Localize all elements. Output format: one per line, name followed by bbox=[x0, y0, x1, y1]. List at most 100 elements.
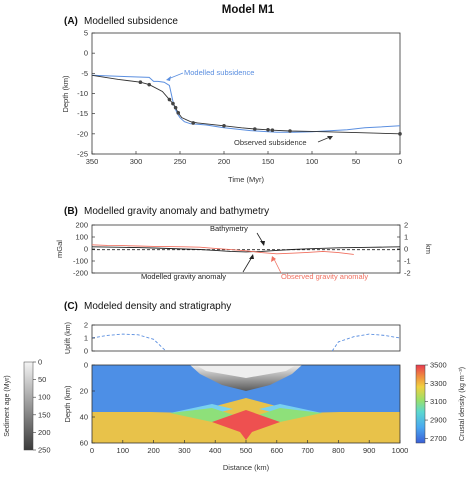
observed-subsidence-point bbox=[138, 80, 143, 85]
panel-a-xtick-label: 100 bbox=[306, 157, 319, 166]
panel-a-subsidence: (A) Modelled subsidence 350 300 250 200 150 1… bbox=[61, 16, 402, 184]
panel-b-y2tick-label: -1 bbox=[404, 257, 411, 266]
observed-subsidence-annotation: Observed subsidence bbox=[234, 138, 307, 147]
panel-b-ytick-label: 100 bbox=[75, 233, 88, 242]
density-colorbar-tick-label: 3100 bbox=[430, 397, 447, 406]
panel-a-plot-frame bbox=[91, 32, 401, 155]
panel-a-xtick-label: 150 bbox=[262, 157, 275, 166]
observed-subsidence-point bbox=[222, 123, 226, 128]
age-colorbar-tick-label: 50 bbox=[38, 375, 46, 384]
cross-section-ytick-label: 40 bbox=[80, 413, 88, 422]
observed-subsidence-line bbox=[91, 74, 401, 135]
modelled-gravity-annotation: Modelled gravity anomaly bbox=[141, 272, 226, 281]
exhumed-mantle bbox=[212, 410, 280, 440]
panel-a-xtick-label: 300 bbox=[130, 157, 143, 166]
density-colorbar-tick-label: 2900 bbox=[430, 416, 447, 425]
uplift-ytick-label: 0 bbox=[84, 347, 88, 356]
cross-section-ytick-label: 60 bbox=[80, 439, 88, 448]
density-colorbar bbox=[415, 364, 426, 444]
panel-a-xtick-label: 200 bbox=[218, 157, 231, 166]
panel-a-ytick-label: -25 bbox=[77, 150, 88, 159]
panel-a-ytick-label: -10 bbox=[77, 89, 88, 98]
panel-b-ylabel: mGal bbox=[55, 240, 64, 258]
cross-section-ylabel: Depth (km) bbox=[63, 385, 72, 423]
panel-b-y2tick-label: 0 bbox=[404, 245, 408, 254]
density-colorbar-tick-label: 3500 bbox=[430, 361, 447, 370]
panel-a-xtick-label: 350 bbox=[86, 157, 99, 166]
observed-subsidence-point bbox=[173, 105, 178, 110]
uplift-ylabel: Uplift (km) bbox=[65, 322, 72, 354]
panel-c-density: (C) Modeled density and stratigraphy Upl… bbox=[4, 301, 466, 472]
panel-b-y2tick-label: -2 bbox=[404, 269, 411, 278]
cross-section-xlabel: Distance (km) bbox=[223, 463, 270, 472]
panel-a-xtick-label: 250 bbox=[174, 157, 187, 166]
cross-section-xtick-label: 1000 bbox=[392, 446, 409, 455]
panel-b-title: Modelled gravity anomaly and bathymetry bbox=[84, 206, 269, 217]
observed-subsidence-point bbox=[266, 128, 270, 132]
observed-subsidence-point bbox=[147, 82, 151, 87]
density-cross-section bbox=[92, 365, 400, 443]
panel-a-xtick-label: 0 bbox=[398, 157, 402, 166]
panel-a-ytick-label: 0 bbox=[84, 49, 88, 58]
density-colorbar-label: Crustal density (kg m⁻³) bbox=[459, 367, 466, 441]
panel-b-ytick-label: -100 bbox=[73, 257, 88, 266]
age-colorbar-tick-label: 250 bbox=[38, 446, 51, 455]
sediment-top bbox=[196, 365, 296, 378]
panel-a-xtick-label: 50 bbox=[352, 157, 360, 166]
cross-section-xtick-label: 900 bbox=[363, 446, 376, 455]
uplift-line-right bbox=[331, 333, 401, 352]
cross-section-xtick-label: 500 bbox=[240, 446, 253, 455]
panel-c-title: Modeled density and stratigraphy bbox=[84, 301, 231, 312]
panel-a-label: (A) bbox=[64, 16, 78, 27]
age-colorbar-tick-label: 200 bbox=[38, 428, 51, 437]
observed-subsidence-point bbox=[167, 97, 172, 102]
age-colorbar-label: Sediment age (Myr) bbox=[4, 375, 11, 436]
age-colorbar-tick-label: 100 bbox=[38, 393, 51, 402]
modelled-subsidence-line bbox=[91, 74, 401, 133]
observed-subsidence-arrow bbox=[317, 136, 331, 143]
age-colorbar-tick-label: 0 bbox=[38, 358, 42, 367]
observed-subsidence-point bbox=[270, 128, 275, 133]
panel-a-title: Modelled subsidence bbox=[84, 16, 178, 27]
panel-b-y2label: km bbox=[424, 244, 433, 254]
observed-subsidence-point bbox=[176, 111, 181, 115]
cross-section-ytick-label: 0 bbox=[84, 361, 88, 370]
panel-b-y2tick-label: 1 bbox=[404, 233, 408, 242]
panel-b-ytick-label: -200 bbox=[73, 269, 88, 278]
observed-subsidence-point bbox=[398, 132, 402, 136]
panel-a-ytick-label: -20 bbox=[77, 129, 88, 138]
panel-b-y2tick-label: 2 bbox=[404, 221, 408, 230]
panel-a-ytick-label: -15 bbox=[77, 109, 88, 118]
cross-section-xtick-label: 300 bbox=[178, 446, 191, 455]
cross-section-xtick-label: 700 bbox=[301, 446, 314, 455]
panel-a-ytick-label: 5 bbox=[84, 29, 88, 38]
modelled-subsidence-annotation: Modelled subsidence bbox=[184, 68, 254, 77]
observed-subsidence-point bbox=[171, 101, 175, 106]
modelled-gravity-arrow bbox=[242, 256, 253, 273]
age-colorbar bbox=[23, 361, 34, 451]
cross-section-xtick-label: 400 bbox=[209, 446, 222, 455]
panel-a-ytick-label: -5 bbox=[81, 69, 88, 78]
observed-gravity-arrow bbox=[273, 258, 282, 274]
density-colorbar-tick-label: 2700 bbox=[430, 434, 447, 443]
figure-title: Model M1 bbox=[222, 4, 275, 16]
cross-section-xtick-label: 100 bbox=[117, 446, 130, 455]
observed-gravity-line bbox=[91, 244, 354, 255]
observed-gravity-annotation: Observed gravity anomaly bbox=[281, 272, 368, 281]
panel-b-label: (B) bbox=[64, 206, 78, 217]
cross-section-xtick-label: 800 bbox=[332, 446, 345, 455]
observed-subsidence-point bbox=[288, 129, 292, 133]
observed-subsidence-point bbox=[191, 121, 195, 125]
cross-section-xtick-label: 200 bbox=[147, 446, 160, 455]
panel-a-xlabel: Time (Myr) bbox=[228, 175, 264, 184]
cross-section-xtick-label: 0 bbox=[90, 446, 94, 455]
uplift-ytick-label: 1 bbox=[84, 334, 88, 343]
modelled-gravity-line bbox=[91, 246, 401, 253]
panel-b-gravity: (B) Modelled gravity anomaly and bathyme… bbox=[55, 206, 433, 281]
age-colorbar-tick-label: 150 bbox=[38, 410, 51, 419]
observed-subsidence-point bbox=[253, 127, 257, 131]
uplift-ytick-label: 2 bbox=[84, 321, 88, 330]
bathymetry-annotation: Bathymetry bbox=[210, 224, 248, 233]
density-colorbar-tick-label: 3300 bbox=[430, 379, 447, 388]
